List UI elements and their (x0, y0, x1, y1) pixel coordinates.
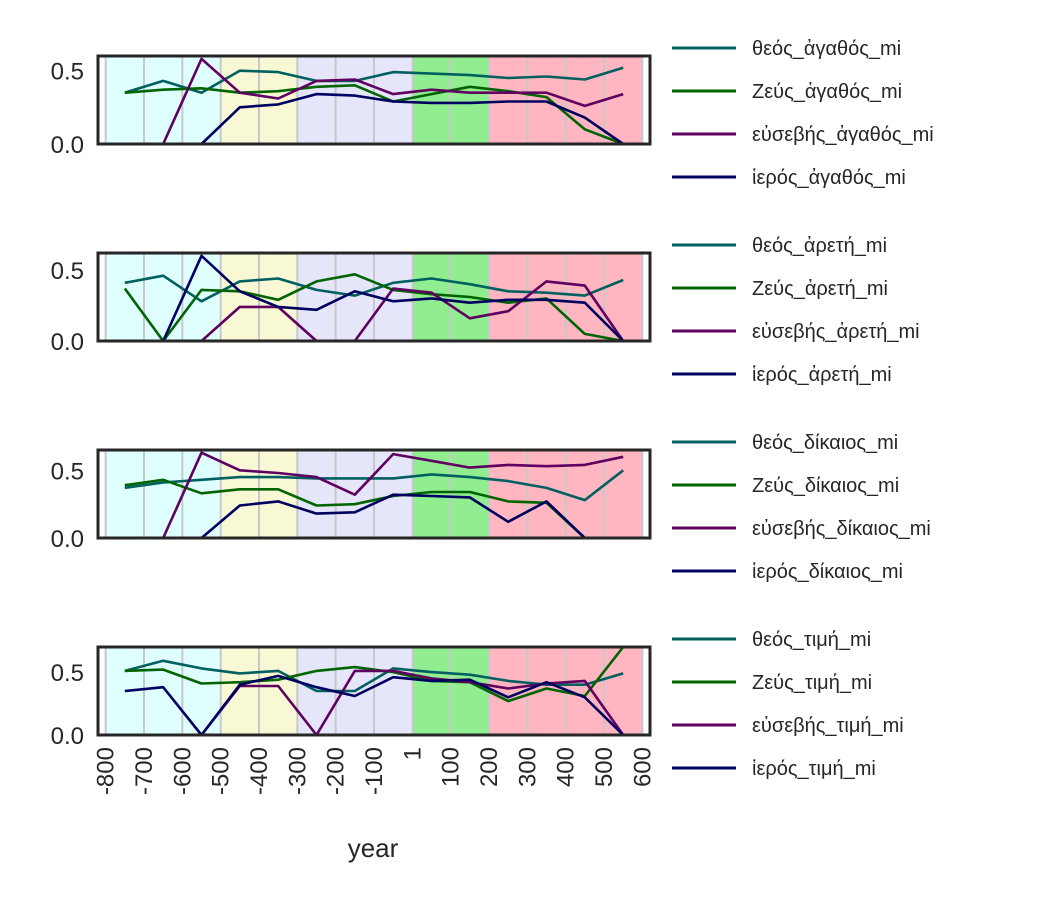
y-tick-label: 0.5 (51, 458, 84, 485)
x-tick-label: 600 (629, 747, 656, 787)
y-tick-label: 0.0 (51, 526, 84, 553)
legend-label: εὐσεβής_ἀρετή_mi (752, 321, 920, 343)
panel-2: 0.0 0.5 θεός_ἀρετή_mi Ζεύς_ἀρετή_mi εὐσεβής_… (51, 235, 920, 386)
series-line-3-4 (124, 493, 624, 540)
x-tick-label: -700 (131, 747, 158, 795)
series-line-2-3 (124, 280, 625, 343)
x-tick-label: 400 (553, 747, 580, 787)
legend-label: εὐσεβής_δίκαιος_mi (752, 518, 931, 540)
series-line-1-3 (124, 57, 624, 146)
y-tick-label: 0.5 (51, 258, 84, 285)
legend-label: θεός_ἀρετή_mi (752, 235, 887, 257)
legend-label: Ζεύς_τιμή_mi (752, 672, 872, 694)
legend-label: Ζεύς_ἀγαθός_mi (752, 81, 902, 103)
legend-label: εὐσεβής_ἀγαθός_mi (752, 124, 934, 146)
legend-label: θεός_δίκαιος_mi (752, 432, 898, 454)
x-tick-label: -800 (93, 747, 120, 795)
panel-frame (96, 54, 652, 146)
y-tick-label: 0.5 (51, 59, 84, 86)
x-tick-label: -500 (208, 747, 235, 795)
x-tick-label: -100 (361, 747, 388, 795)
series-line-2-4 (124, 254, 625, 343)
period-band-3 (297, 56, 413, 144)
legend-label: θεός_τιμή_mi (752, 629, 871, 651)
series-line-3-2 (124, 478, 624, 540)
series-line-3-3 (124, 451, 624, 540)
panel-frame (96, 645, 652, 737)
legend-label: Ζεύς_δίκαιος_mi (752, 475, 899, 497)
series-line-3-1 (124, 469, 624, 502)
x-tick-label: -200 (323, 747, 350, 795)
y-tick-label: 0.0 (51, 132, 84, 159)
x-tick-label: -400 (246, 747, 273, 795)
series-line-4-2 (124, 646, 625, 703)
y-tick-label: 0.0 (51, 723, 84, 750)
period-band-1 (105, 56, 221, 144)
panel-3: 0.0 0.5 θεός_δίκαιος_mi Ζεύς_δίκαιος_mi εὐσε… (51, 432, 931, 583)
period-band-1 (105, 253, 221, 341)
x-tick-label: 500 (591, 747, 618, 787)
panel-frame (96, 448, 652, 540)
series-line-1-4 (124, 92, 624, 146)
legend-label: ἱερός_ἀρετή_mi (752, 364, 892, 386)
series-line-1-2 (124, 84, 624, 146)
y-tick-label: 0.0 (51, 329, 84, 356)
x-axis-label: year (348, 833, 399, 863)
legend-label: ἱερός_ἀγαθός_mi (752, 167, 906, 189)
x-tick-label: -300 (284, 747, 311, 795)
y-tick-label: 0.5 (51, 660, 84, 687)
x-tick-label: 100 (438, 747, 465, 787)
x-tick-label: -600 (169, 747, 196, 795)
panel-1: 0.0 0.5 θεός_ἀγαθός_mi Ζεύς_ἀγαθός_mi εὐσεβή… (51, 38, 934, 189)
panel-frame (96, 251, 652, 343)
x-tick-label: 300 (514, 747, 541, 787)
legend-label: ἱερός_τιμή_mi (752, 758, 876, 780)
x-tick-label: 200 (476, 747, 503, 787)
x-tick-label: 1 (400, 747, 427, 760)
series-line-4-4 (124, 674, 625, 737)
legend-label: εὐσεβής_τιμή_mi (752, 715, 904, 737)
series-line-2-1 (124, 274, 624, 303)
legend-label: Ζεύς_ἀρετή_mi (752, 278, 888, 300)
legend-label: θεός_ἀγαθός_mi (752, 38, 901, 60)
legend-label: ἱερός_δίκαιος_mi (752, 561, 903, 583)
panel-4: 0.0 0.5 θεός_τιμή_mi Ζεύς_τιμή_mi εὐσεβής_τι… (51, 629, 904, 780)
period-band-3 (297, 253, 413, 341)
